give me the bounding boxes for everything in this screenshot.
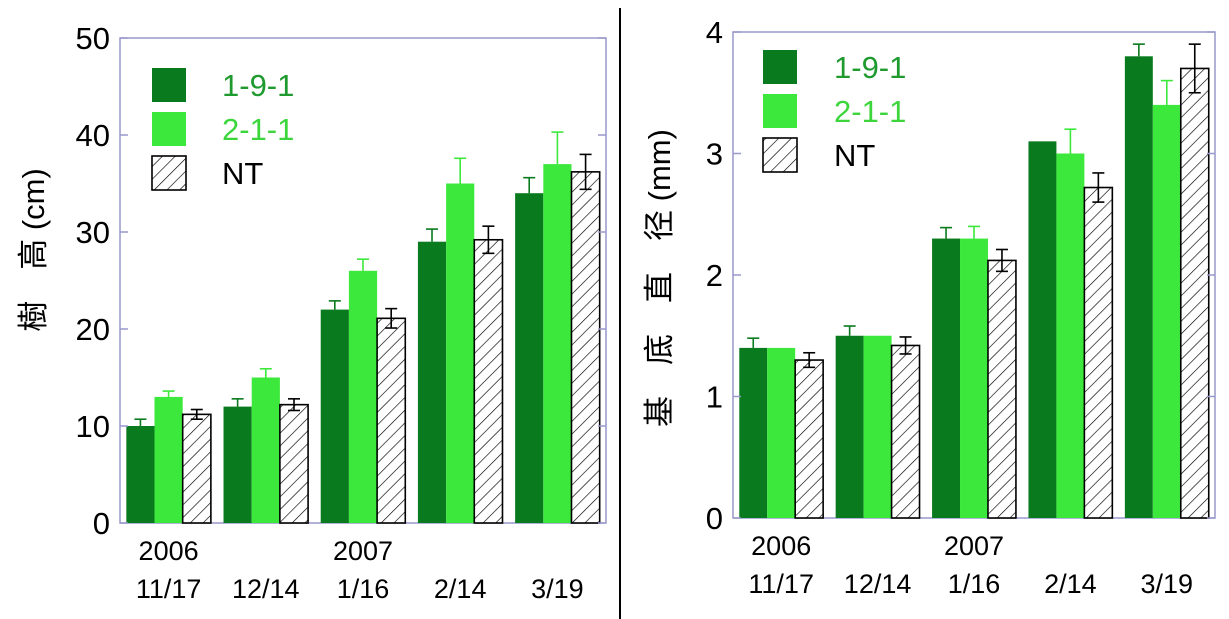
bar-1-9-1-11/17 [739, 347, 768, 518]
bar-NT-2/14 [1083, 186, 1114, 519]
legend-label-NT: NT [222, 156, 263, 191]
y-tick-label: 40 [76, 118, 110, 153]
bar-1-9-1-3/19 [515, 193, 544, 523]
x-tick-label: 3/19 [531, 574, 584, 604]
bar-NT-1/16 [376, 317, 407, 524]
bar-NT-2/14 [473, 238, 504, 524]
bar-2-1-1-1/16 [960, 238, 988, 519]
year-label: 2006 [139, 536, 199, 566]
bar-NT-11/17 [181, 413, 212, 524]
bar-2-1-1-2/14 [446, 183, 475, 523]
bar-1-9-1-11/17 [126, 426, 155, 523]
x-tick-label: 11/17 [748, 569, 814, 599]
bar-NT-3/19 [570, 171, 601, 524]
year-label: 2007 [333, 536, 393, 566]
y-tick-label: 10 [76, 409, 110, 444]
x-tick-label: 2/14 [434, 574, 487, 604]
y-axis-label: 樹 高 (cm) [16, 168, 51, 332]
legend-swatch-1-9-1 [763, 50, 797, 84]
y-tick-label: 1 [706, 380, 723, 415]
bar-1-9-1-1/16 [320, 309, 349, 523]
bar-1-9-1-1/16 [932, 238, 961, 519]
legend-label-2-1-1: 2-1-1 [834, 94, 906, 129]
bar-NT-12/14 [279, 403, 309, 524]
bar-NT-11/17 [794, 359, 824, 519]
basal-diameter-chart: 0 1 2 3 4 11/17 2006 12/14 1/16 2007 2/14 3/19 基 底 直… [642, 15, 1216, 599]
bar-1-9-1-3/19 [1124, 56, 1153, 519]
bar-NT-1/16 [987, 259, 1017, 519]
bar-1-9-1-2/14 [1028, 141, 1057, 518]
year-label: 2006 [751, 531, 811, 561]
y-tick-label: 2 [706, 258, 723, 293]
bar-NT-12/14 [890, 344, 921, 519]
x-tick-label: 2/14 [1044, 569, 1097, 599]
legend-label-2-1-1: 2-1-1 [222, 112, 294, 147]
bar-2-1-1-3/19 [1152, 104, 1181, 519]
y-tick-label: 4 [706, 15, 723, 50]
y-tick-label: 0 [706, 501, 723, 536]
legend-swatch-NT [151, 155, 187, 191]
x-tick-label: 1/16 [948, 569, 1001, 599]
bar-2-1-1-12/14 [251, 377, 280, 523]
y-tick-label: 3 [706, 137, 723, 172]
bar-NT-3/19 [1179, 67, 1210, 519]
legend-label-NT: NT [834, 138, 875, 173]
y-tick-label: 20 [76, 312, 110, 347]
bar-1-9-1-12/14 [223, 406, 252, 523]
y-tick-label: 50 [76, 21, 110, 56]
legend-swatch-NT [762, 137, 798, 173]
bar-1-9-1-2/14 [417, 241, 447, 523]
x-tick-label: 1/16 [337, 574, 390, 604]
bar-2-1-1-3/19 [543, 164, 572, 523]
y-tick-label: 0 [93, 506, 110, 541]
x-tick-label: 11/17 [136, 574, 202, 604]
bar-2-1-1-1/16 [348, 270, 378, 523]
tree-height-chart: 0 10 20 30 40 50 11/17 2006 12/14 1/16 2007 2/14 3/1… [16, 21, 607, 604]
legend-label-1-9-1: 1-9-1 [222, 68, 294, 103]
bar-2-1-1-12/14 [863, 335, 892, 518]
x-tick-label: 12/14 [844, 569, 912, 599]
x-tick-label: 3/19 [1141, 569, 1194, 599]
bar-2-1-1-11/17 [767, 347, 796, 518]
bar-2-1-1-11/17 [154, 396, 183, 523]
y-tick-label: 30 [76, 215, 110, 250]
legend-swatch-2-1-1 [152, 112, 186, 146]
legend-label-1-9-1: 1-9-1 [834, 50, 906, 85]
legend-swatch-1-9-1 [152, 68, 186, 102]
bar-1-9-1-12/14 [835, 335, 864, 518]
y-axis-label: 基 底 直 径 (mm) [642, 129, 677, 427]
year-label: 2007 [944, 531, 1004, 561]
bar-2-1-1-2/14 [1056, 153, 1085, 518]
legend-swatch-2-1-1 [763, 94, 797, 128]
x-tick-label: 12/14 [232, 574, 300, 604]
